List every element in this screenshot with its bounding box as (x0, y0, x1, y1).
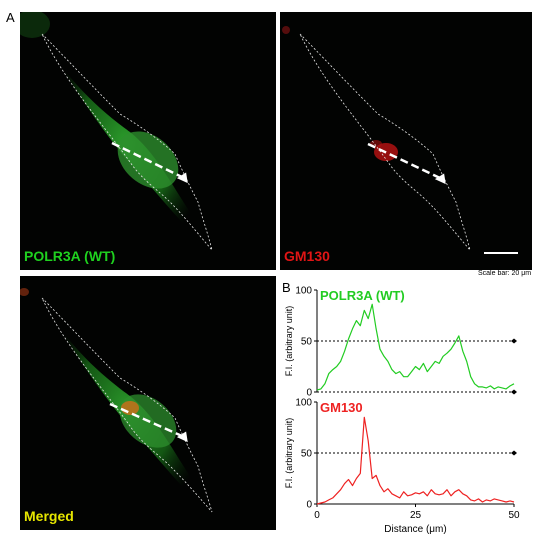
cell-image (20, 276, 276, 530)
micrograph-gm130: GM130 (280, 12, 532, 270)
y-tick-label: 100 (295, 398, 312, 409)
series-title: GM130 (320, 400, 363, 415)
panel-label-a: A (6, 10, 15, 25)
reference-line-end (511, 338, 517, 344)
micrograph-merged: Merged (20, 276, 276, 530)
x-tick-label: 25 (410, 510, 422, 521)
y-tick-label: 0 (306, 388, 312, 399)
series-title: POLR3A (WT) (320, 288, 405, 303)
scale-bar-text: Scale bar: 20 μm (478, 270, 532, 277)
series-line-polr3a-wt- (316, 303, 515, 391)
y-axis-label: F.I. (arbitrary unit) (284, 306, 294, 377)
cell-image (20, 12, 276, 270)
panel-label-b: B (282, 280, 291, 295)
x-tick-label: 50 (508, 510, 520, 521)
cell-image (280, 12, 532, 270)
micrograph-label-polr3a: POLR3A (WT) (24, 248, 116, 264)
x-axis-label: Distance (μm) (384, 524, 446, 535)
micrograph-polr3a: POLR3A (WT) (20, 12, 276, 270)
y-tick-label: 50 (301, 449, 313, 460)
y-axis-label: F.I. (arbitrary unit) (284, 418, 294, 489)
micrograph-label-gm130: GM130 (284, 248, 330, 264)
reference-line-end (511, 450, 517, 456)
line-charts: 0 50 100 F.I. (arbitrary unit) POLR3A (WT) 0… (280, 280, 550, 542)
y-tick-label: 0 (306, 500, 312, 511)
baseline-end (511, 389, 517, 395)
y-tick-label: 50 (301, 337, 313, 348)
micrograph-label-merged: Merged (24, 508, 74, 524)
x-tick-label: 0 (314, 510, 320, 521)
series-line-gm130 (316, 416, 515, 505)
y-tick-label: 100 (295, 286, 312, 297)
